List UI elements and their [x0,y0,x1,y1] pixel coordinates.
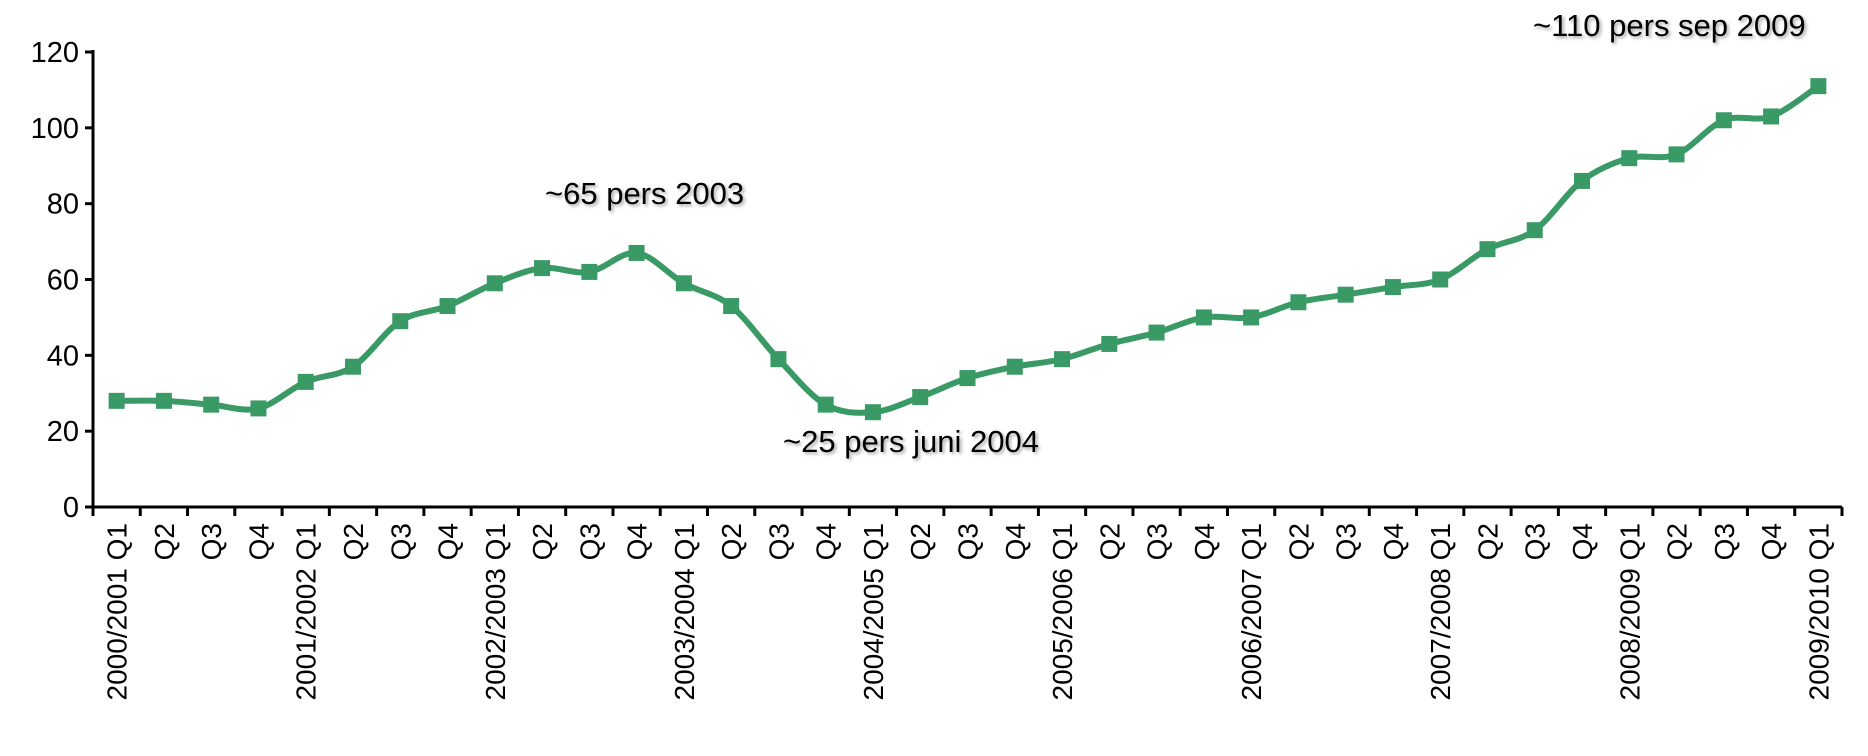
x-tick-label: 2004/2005 Q1 [858,523,889,701]
x-tick-label: Q2 [905,523,936,560]
x-tick-label: Q3 [196,523,227,560]
marker [203,396,220,413]
marker [1526,222,1543,239]
x-tick-label: Q4 [1378,523,1409,560]
marker [1810,78,1827,95]
marker [297,373,314,390]
marker [675,275,692,292]
x-tick-label: Q3 [1709,523,1740,560]
x-tick-label: Q2 [1662,523,1693,560]
annotation: ~110 pers sep 2009 [1533,8,1806,43]
x-tick-label: 2008/2009 Q1 [1614,523,1645,701]
marker [1148,324,1165,341]
marker [439,298,456,315]
x-tick-label: Q3 [953,523,984,560]
marker [1715,112,1732,129]
marker [959,370,976,387]
x-tick-label: Q4 [1189,523,1220,560]
marker [1574,172,1591,189]
marker [912,389,929,406]
x-tick-label: Q2 [716,523,747,560]
marker [1006,358,1023,375]
x-tick-label: Q3 [385,523,416,560]
x-tick-label: 2001/2002 Q1 [291,523,322,701]
x-tick-label: 2002/2003 Q1 [480,523,511,701]
y-tick-label: 100 [31,113,79,145]
marker [1054,351,1071,368]
x-tick-label: Q2 [1283,523,1314,560]
x-tick-label: Q3 [763,523,794,560]
marker [1290,294,1307,311]
x-tick-label: Q4 [243,523,274,560]
marker [1479,241,1496,258]
marker [1384,279,1401,296]
marker [817,396,834,413]
y-tick-label: 60 [47,265,79,297]
marker [1195,309,1212,326]
marker [108,392,125,409]
marker [1432,271,1449,288]
x-tick-label: Q4 [1567,523,1598,560]
annotation: ~65 pers 2003 [545,176,744,211]
x-tick-label: 2000/2001 Q1 [102,523,133,701]
marker [864,404,881,421]
marker [392,313,409,330]
marker [723,298,740,315]
marker [581,263,598,280]
x-tick-label: Q2 [527,523,558,560]
x-tick-label: Q3 [1520,523,1551,560]
y-tick-label: 40 [47,340,79,372]
marker [534,260,551,277]
marker [486,275,503,292]
annotation: ~25 pers juni 2004 [783,424,1039,459]
x-tick-label: 2006/2007 Q1 [1236,523,1267,701]
y-tick-label: 0 [63,492,79,524]
x-tick-label: Q2 [1094,523,1125,560]
x-tick-label: 2007/2008 Q1 [1425,523,1456,701]
x-tick-label: Q3 [1142,523,1173,560]
x-tick-label: 2003/2004 Q1 [669,523,700,701]
y-tick-label: 80 [47,189,79,221]
y-tick-label: 120 [31,37,79,69]
marker [155,392,172,409]
marker [1101,335,1118,352]
marker [344,358,361,375]
marker [1621,150,1638,167]
marker [1337,286,1354,303]
marker [1763,108,1780,125]
x-tick-label: 2005/2006 Q1 [1047,523,1078,701]
marker [1668,146,1685,163]
x-tick-label: Q2 [338,523,369,560]
x-tick-label: Q4 [1000,523,1031,560]
x-tick-label: Q4 [811,523,842,560]
y-tick-label: 20 [47,416,79,448]
marker [1243,309,1260,326]
marker [628,244,645,261]
x-tick-label: Q4 [433,523,464,560]
x-tick-label: 2009/2010 Q1 [1803,523,1834,701]
x-tick-label: Q4 [622,523,653,560]
x-tick-label: Q3 [1331,523,1362,560]
x-tick-label: Q3 [574,523,605,560]
x-tick-label: Q2 [1472,523,1503,560]
marker [770,351,787,368]
x-tick-label: Q2 [149,523,180,560]
line [116,83,1821,416]
x-tick-label: Q4 [1756,523,1787,560]
marker [250,400,267,417]
